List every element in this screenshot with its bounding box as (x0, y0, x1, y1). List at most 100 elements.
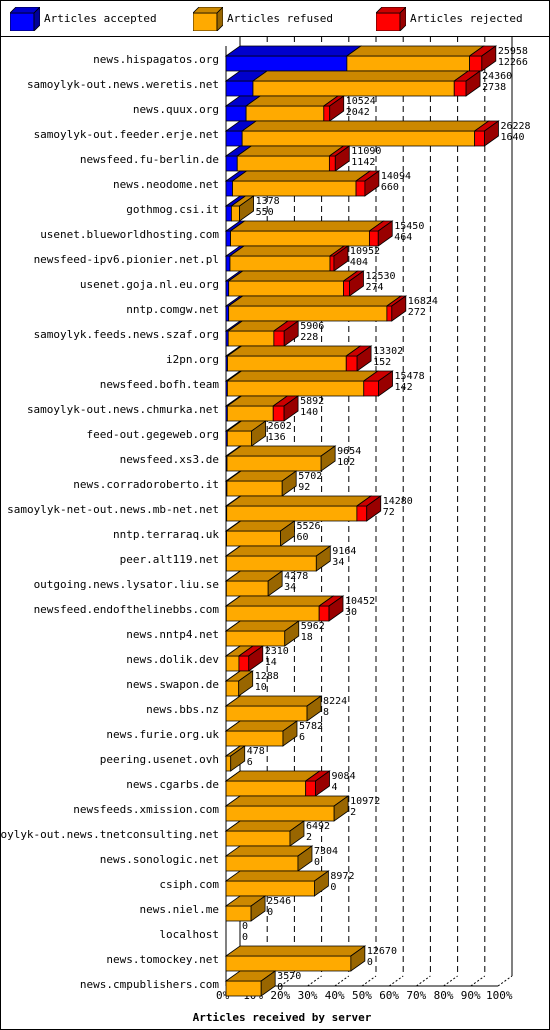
value-label-accepted: 1142 (351, 157, 375, 168)
bar-accepted-front (225, 55, 348, 72)
bar-refused-front (225, 605, 320, 622)
value-label-accepted: 2738 (482, 82, 506, 93)
bar-refused-front (227, 355, 347, 372)
x-tick-label: 40% (325, 989, 345, 1002)
category-label: nntp.terraraq.uk (113, 528, 219, 541)
bar-side (289, 820, 305, 847)
value-label-accepted: 102 (337, 457, 355, 468)
value-label-accepted: 72 (383, 507, 395, 518)
bar-rejected-front (238, 655, 250, 672)
value-label-accepted: 18 (301, 632, 313, 643)
category-label: nntp.comgw.net (126, 303, 219, 316)
bar-side (315, 545, 331, 572)
value-label-accepted: 0 (367, 957, 373, 968)
bar-refused-top (227, 270, 359, 282)
value-label-accepted: 140 (300, 407, 318, 418)
bar-refused-front (227, 330, 275, 347)
value-label-total: 26228 (500, 121, 530, 132)
value-label-total: 4278 (284, 571, 308, 582)
value-label-accepted: 228 (300, 332, 318, 343)
bar-side (356, 345, 372, 372)
category-label: samoylyk-net-out.news.mb-net.net (7, 503, 219, 516)
bar-rejected-front (469, 55, 483, 72)
bar-side (315, 770, 330, 797)
bar-refused-front (226, 505, 358, 522)
bar-refused-front (225, 830, 291, 847)
grid-foot (470, 975, 486, 987)
value-label-total: 10524 (346, 96, 376, 107)
value-label-total: 10972 (350, 796, 380, 807)
bar-side (378, 370, 393, 397)
bar-refused-front (225, 755, 232, 772)
category-label: newsfeed.bofh.team (100, 378, 220, 391)
bar-refused-front (228, 280, 344, 297)
category-label: newsfeed.xs3.de (120, 453, 219, 466)
x-tick-label: 20% (270, 989, 290, 1002)
legend-swatch-refused (193, 7, 223, 31)
x-tick-label: 30% (298, 989, 318, 1002)
bar-refused-top (236, 145, 345, 157)
value-label-total: 3570 (277, 971, 301, 982)
value-label-total: 13302 (373, 346, 403, 357)
bar-rejected-front (343, 280, 350, 297)
value-label-accepted: 6 (247, 757, 253, 768)
value-label-total: 5892 (300, 396, 324, 407)
value-label-accepted: 152 (373, 357, 391, 368)
bar-side (251, 420, 267, 447)
bar-side (481, 45, 497, 72)
bar-side (280, 520, 295, 547)
category-label: peering.usenet.ovh (100, 753, 219, 766)
value-label-total: 2546 (267, 896, 291, 907)
category-label: news.dolik.dev (126, 653, 219, 666)
value-label-total: 8224 (323, 696, 347, 707)
category-label: news.quux.org (133, 103, 219, 116)
value-label-accepted: 1640 (500, 132, 524, 143)
category-label: feed-out.gegeweb.org (87, 428, 219, 441)
bar-refused-top (226, 370, 380, 382)
bar-accepted-front (225, 230, 231, 247)
bar-refused-top (345, 45, 485, 57)
bar-refused-front (225, 555, 317, 572)
value-label-total: 15478 (395, 371, 425, 382)
value-label-accepted: 464 (394, 232, 412, 243)
x-tick-label: 50% (352, 989, 372, 1002)
category-label: samoylyk-out.feeder.erje.net (34, 128, 219, 141)
bar-rejected-front (305, 780, 316, 797)
bar-side (260, 970, 276, 997)
bar-refused-front (225, 805, 335, 822)
bar-accepted-front (225, 130, 243, 147)
bar-refused-top (251, 70, 470, 82)
category-label: gothmog.csi.it (126, 203, 219, 216)
bar-accepted-front (225, 280, 230, 297)
category-label: news.cmpublishers.com (80, 978, 219, 991)
bar-refused-top (226, 345, 362, 357)
legend: Articles accepted Articles refused Artic… (0, 0, 550, 37)
bar-side (306, 695, 322, 722)
category-label: news.hispagatos.org (93, 53, 219, 66)
category-label: samoylyk.feeds.news.szaf.org (34, 328, 219, 341)
bar-side (329, 95, 345, 122)
value-label-total: 14094 (381, 171, 411, 182)
category-label: newsfeed-ipv6.pionier.net.pl (34, 253, 219, 266)
category-label: news.furie.org.uk (106, 728, 219, 741)
grid-foot (361, 975, 377, 987)
bar-rejected-front (272, 405, 285, 422)
bar-side (364, 170, 380, 197)
category-label: peer.alt119.net (120, 553, 219, 566)
bar-side (465, 70, 481, 97)
legend-label-accepted: Articles accepted (44, 12, 157, 25)
value-label-total: 12530 (365, 271, 395, 282)
bar-side (484, 120, 499, 147)
value-label-accepted: 2 (350, 807, 356, 818)
value-label-accepted: 0 (277, 982, 283, 993)
bar-refused-front (226, 405, 274, 422)
bar-side (281, 470, 297, 497)
category-label: outgoing.news.lysator.liu.se (34, 578, 219, 591)
bar-refused-top (224, 695, 323, 707)
bar-refused-front (232, 180, 357, 197)
bar-rejected-front (474, 130, 485, 147)
legend-label-rejected: Articles rejected (410, 12, 523, 25)
bar-rejected-front (323, 105, 331, 122)
bar-accepted-front (225, 105, 247, 122)
